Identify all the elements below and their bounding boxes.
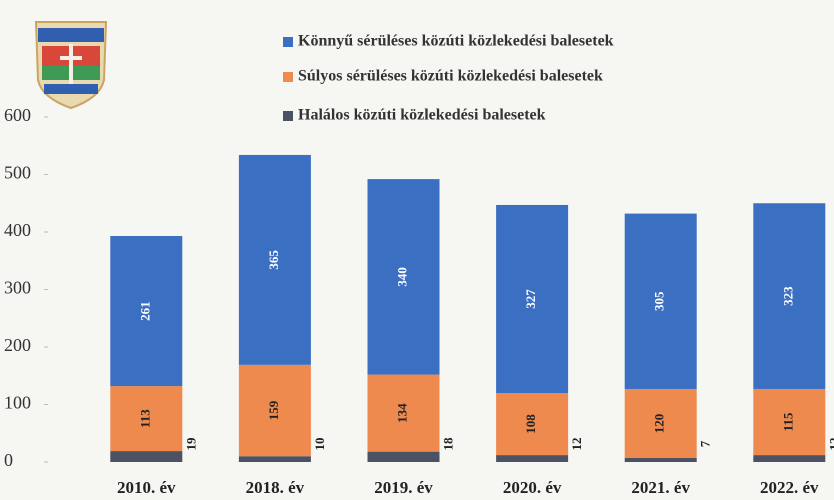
bar-segment — [753, 455, 826, 462]
bar-segment — [496, 455, 569, 462]
y-tick-label: 600 — [4, 105, 31, 125]
legend-label: Súlyos sérüléses közúti közlekedési bale… — [298, 68, 603, 85]
bar-segment — [624, 457, 697, 462]
bar-segment — [753, 203, 826, 389]
value-label: 12 — [569, 438, 584, 451]
bar-segment — [367, 374, 440, 452]
x-tick-label: 2018. év — [246, 478, 305, 497]
value-label: 108 — [523, 414, 538, 434]
y-tick-label: 300 — [4, 278, 31, 298]
bar-segment — [753, 388, 826, 456]
legend-swatch — [283, 72, 293, 82]
legend-label: Halálos közúti közlekedési balesetek — [298, 107, 546, 124]
y-tick-label: 400 — [4, 220, 31, 240]
bar-segment — [238, 456, 311, 462]
bar-segment — [110, 236, 183, 387]
value-label: 261 — [137, 301, 152, 321]
bar-segment — [367, 179, 440, 375]
y-tick-label: 200 — [4, 335, 31, 355]
value-label: 323 — [780, 286, 795, 306]
value-label: 327 — [523, 289, 538, 309]
bar-segment — [110, 386, 183, 452]
value-label: 115 — [780, 412, 795, 431]
value-label: 120 — [652, 414, 667, 434]
value-label: 19 — [183, 437, 198, 451]
x-tick-label: 2021. év — [631, 478, 690, 497]
x-tick-label: 2019. év — [374, 478, 433, 497]
bar-segment — [238, 364, 311, 457]
bar-segment — [624, 388, 697, 458]
value-label: 10 — [312, 438, 327, 451]
value-label: 365 — [266, 250, 281, 270]
value-label: 12 — [826, 438, 834, 451]
value-label: 159 — [266, 400, 281, 420]
legend-swatch — [283, 111, 293, 121]
bar-segment — [496, 204, 569, 393]
value-label: 134 — [394, 403, 409, 423]
bar-segment — [367, 451, 440, 462]
value-label: 113 — [137, 409, 152, 428]
bar-segment — [110, 451, 183, 462]
logo — [34, 21, 108, 110]
value-label: 18 — [440, 437, 455, 451]
value-label: 340 — [394, 267, 409, 287]
value-label: 305 — [652, 291, 667, 311]
legend-swatch — [283, 37, 293, 47]
bar-segment — [496, 393, 569, 456]
value-label: 7 — [698, 440, 713, 447]
x-tick-label: 2010. év — [117, 478, 176, 497]
y-tick-label: 0 — [4, 450, 13, 470]
x-tick-label: 2022. év — [760, 478, 819, 497]
y-tick-label: 100 — [4, 393, 31, 413]
x-tick-label: 2020. év — [503, 478, 562, 497]
bar-segment — [238, 154, 311, 365]
legend-label: Könnyű sérüléses közúti közlekedési bale… — [298, 33, 614, 50]
bar-segment — [624, 213, 697, 389]
y-tick-label: 500 — [4, 163, 31, 183]
